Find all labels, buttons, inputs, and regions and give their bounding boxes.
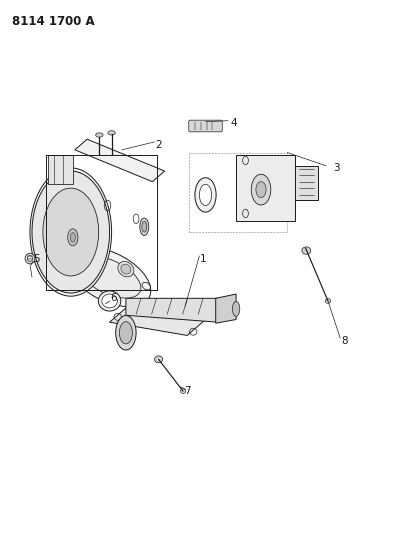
Polygon shape: [110, 306, 206, 335]
Ellipse shape: [115, 316, 136, 350]
Ellipse shape: [180, 389, 186, 393]
Text: 1: 1: [200, 254, 207, 263]
Text: 6: 6: [110, 293, 117, 303]
Text: 7: 7: [184, 386, 190, 396]
Polygon shape: [216, 294, 236, 323]
Ellipse shape: [119, 321, 132, 344]
Ellipse shape: [78, 256, 141, 298]
Ellipse shape: [256, 182, 266, 198]
Ellipse shape: [233, 302, 240, 317]
Polygon shape: [236, 155, 296, 221]
Ellipse shape: [140, 218, 149, 236]
Ellipse shape: [25, 253, 35, 264]
Ellipse shape: [142, 221, 147, 232]
Text: 8114 1700 A: 8114 1700 A: [12, 14, 94, 28]
Polygon shape: [296, 166, 318, 200]
Text: 4: 4: [231, 118, 238, 128]
Polygon shape: [75, 139, 165, 182]
Ellipse shape: [102, 294, 117, 308]
Ellipse shape: [118, 262, 134, 277]
Ellipse shape: [302, 247, 311, 254]
Ellipse shape: [96, 133, 103, 137]
Ellipse shape: [30, 168, 112, 296]
Polygon shape: [48, 155, 73, 184]
Text: 3: 3: [333, 164, 339, 173]
Ellipse shape: [121, 264, 131, 274]
Ellipse shape: [195, 177, 216, 212]
Ellipse shape: [32, 171, 110, 293]
Ellipse shape: [325, 298, 331, 303]
Ellipse shape: [251, 174, 271, 205]
Ellipse shape: [199, 184, 212, 206]
Text: 5: 5: [33, 254, 39, 263]
Text: 2: 2: [155, 140, 162, 150]
Text: 8: 8: [341, 336, 348, 346]
Ellipse shape: [43, 188, 99, 276]
Ellipse shape: [70, 232, 75, 242]
Ellipse shape: [68, 248, 151, 306]
Polygon shape: [126, 298, 224, 322]
Ellipse shape: [98, 291, 121, 311]
Ellipse shape: [68, 229, 78, 246]
FancyBboxPatch shape: [189, 120, 222, 132]
Ellipse shape: [108, 131, 115, 135]
Ellipse shape: [155, 356, 163, 363]
